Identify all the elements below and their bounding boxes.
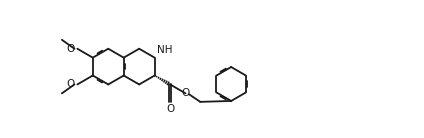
Text: O: O <box>181 88 190 98</box>
Text: O: O <box>67 79 75 89</box>
Text: NH: NH <box>157 45 173 55</box>
Text: O: O <box>67 44 75 54</box>
Text: O: O <box>166 104 174 114</box>
